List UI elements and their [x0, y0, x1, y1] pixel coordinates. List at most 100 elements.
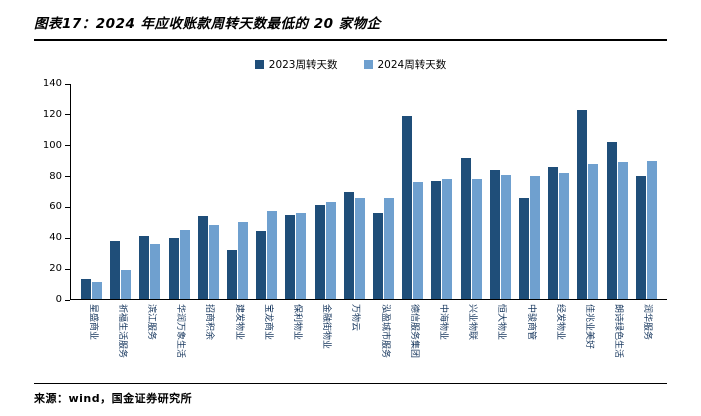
x-axis-label-text: 润华服务	[642, 304, 653, 341]
x-axis-label-text: 中海物业	[437, 304, 448, 341]
x-axis-label: 宝龙商业	[256, 300, 277, 372]
y-axis: 0 20 40 60 80 100 120 140	[34, 79, 70, 305]
bar-2024	[238, 222, 249, 299]
x-axis-label-text: 华润万象生活	[175, 304, 186, 359]
source-note: 来源：wind，国金证券研究所	[34, 392, 193, 405]
bar-group	[110, 84, 132, 299]
bar-2023	[139, 236, 150, 299]
bar-2023	[402, 116, 413, 299]
bar-2024	[559, 173, 570, 299]
bar-2024	[354, 197, 365, 299]
bar-2023	[168, 237, 179, 299]
x-axis-label: 中骏商管	[519, 300, 540, 372]
y-tick-label: 60	[49, 201, 62, 213]
y-tick-label: 100	[42, 139, 62, 151]
x-axis-label-text: 泓盈城市服务	[379, 304, 390, 359]
x-axis-label-text: 德信服务集团	[408, 304, 419, 359]
bar-2024	[384, 197, 395, 299]
bar-2023	[577, 110, 588, 299]
y-tick-label: 40	[49, 232, 62, 244]
bar-2024	[121, 269, 132, 299]
x-axis-label-text: 经发物业	[554, 304, 565, 341]
bar-2024	[179, 229, 190, 299]
legend-item-2024: 2024周转天数	[363, 57, 447, 72]
bar-2024	[530, 176, 541, 299]
x-axis-label: 金融街物业	[315, 300, 336, 372]
x-axis-label-text: 招商积余	[204, 304, 215, 341]
legend-label: 2023周转天数	[268, 59, 338, 71]
bar-group	[139, 84, 161, 299]
bar-2023	[460, 157, 471, 299]
bar-2024	[442, 179, 453, 299]
bar-2024	[296, 213, 307, 299]
bar-group	[314, 84, 336, 299]
x-axis-label: 德信服务集团	[402, 300, 423, 372]
bar-2023	[110, 240, 121, 299]
x-axis-label: 祈福生活服务	[110, 300, 131, 372]
bar-group	[197, 84, 219, 299]
x-axis-label-text: 中骏商管	[525, 304, 536, 341]
y-tick-label: 20	[49, 263, 62, 275]
bar-2024	[646, 160, 657, 299]
chart-region: 2023周转天数 2024周转天数 0 20 40 60 80 100 120 140 星盛商业…	[34, 57, 667, 372]
legend-label: 2024周转天数	[377, 59, 447, 71]
y-tick-label: 80	[49, 170, 62, 182]
x-axis-label: 星盛商业	[81, 300, 102, 372]
x-axis-label: 朗诗绿色生活	[607, 300, 628, 372]
x-axis-label: 泓盈城市服务	[373, 300, 394, 372]
bar-2023	[227, 249, 238, 299]
bar-group	[635, 84, 657, 299]
bar-2024	[325, 202, 336, 299]
y-tick-label: 0	[55, 294, 62, 305]
y-tick-mark	[65, 299, 70, 301]
bar-2023	[548, 166, 559, 299]
bar-group	[343, 84, 365, 299]
bar-2023	[635, 176, 646, 299]
x-axis-label-text: 朗诗绿色生活	[613, 304, 624, 359]
bar-2023	[285, 214, 296, 299]
bar-2024	[208, 225, 219, 299]
x-axis-label: 招商积余	[198, 300, 219, 372]
x-axis-label: 经发物业	[548, 300, 569, 372]
x-axis-label-text: 兴业物联	[467, 304, 478, 341]
chart-body: 0 20 40 60 80 100 120 140	[34, 79, 667, 305]
bar-2024	[471, 179, 482, 299]
bar-group	[168, 84, 190, 299]
y-tick-mark	[65, 145, 70, 147]
bar-2023	[197, 216, 208, 299]
x-axis-label-text: 滨江服务	[145, 304, 156, 341]
bar-2024	[617, 162, 628, 299]
bar-2023	[431, 180, 442, 299]
x-axis-label: 万物云	[344, 300, 365, 372]
bar-group	[402, 84, 424, 299]
x-axis-label-text: 宝龙商业	[262, 304, 273, 341]
bar-group	[285, 84, 307, 299]
bar-group	[519, 84, 541, 299]
bar-2023	[519, 197, 530, 299]
x-axis-label-text: 保利物业	[291, 304, 302, 341]
bar-2023	[606, 142, 617, 299]
bar-2024	[150, 243, 161, 299]
bar-2023	[489, 170, 500, 299]
y-tick-label: 120	[42, 108, 62, 120]
bar-group	[548, 84, 570, 299]
bar-2023	[256, 231, 267, 299]
bar-group	[460, 84, 482, 299]
x-axis-label-text: 万物云	[350, 304, 361, 332]
x-axis-label-text: 金融街物业	[321, 304, 332, 350]
bar-2024	[500, 174, 511, 299]
bar-group	[81, 84, 102, 299]
bar-group	[431, 84, 453, 299]
chart-legend: 2023周转天数 2024周转天数	[34, 57, 667, 72]
chart-title: 图表17：2024 年应收账款周转天数最低的 20 家物企	[34, 12, 667, 41]
plot-area	[70, 84, 667, 300]
x-axis-label: 恒大物业	[490, 300, 511, 372]
legend-swatch-icon	[254, 60, 264, 69]
bar-group	[373, 84, 395, 299]
x-axis-label-text: 佳兆业美好	[583, 304, 594, 350]
x-axis-label: 保利物业	[285, 300, 306, 372]
y-tick-mark	[65, 83, 70, 85]
bar-group	[489, 84, 511, 299]
y-tick-label: 140	[42, 78, 62, 89]
